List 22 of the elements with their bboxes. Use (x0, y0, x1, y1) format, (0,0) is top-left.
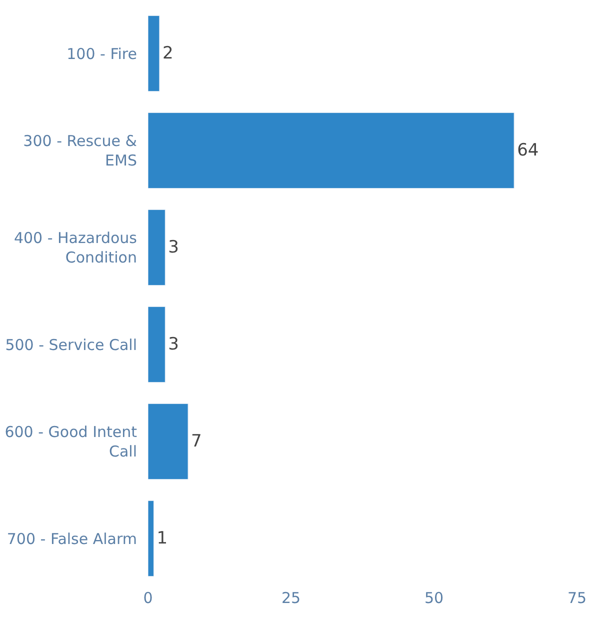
bar (148, 500, 154, 577)
data-label: 1 (156, 528, 168, 548)
data-label: 7 (191, 432, 202, 452)
bar (148, 15, 160, 92)
data-label: 3 (168, 238, 179, 258)
data-label: 3 (168, 334, 179, 354)
bar (148, 112, 514, 189)
x-tick-label: 25 (281, 589, 301, 607)
y-tick-label: 500 - Service Call (5, 336, 137, 354)
y-tick-label: 300 - Rescue & EMS (23, 132, 138, 170)
y-tick-label: 600 - Good Intent Call (4, 423, 138, 460)
x-tick-label: 50 (424, 589, 444, 607)
x-tick-label: 0 (143, 589, 153, 607)
y-tick-label: 100 - Fire (66, 44, 137, 63)
y-tick-label: 700 - False Alarm (6, 530, 137, 548)
bar (148, 306, 166, 383)
x-tick-label: 75 (567, 589, 587, 607)
data-label: 64 (517, 140, 539, 160)
data-label: 2 (162, 44, 174, 64)
y-tick-label: 400 - Hazardous Condition (14, 229, 138, 266)
bar (148, 209, 166, 286)
bar (148, 403, 188, 480)
